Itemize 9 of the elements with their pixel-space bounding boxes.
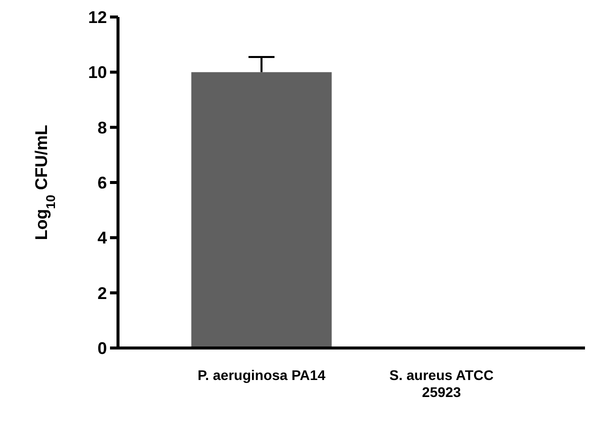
x-tick-label: S. aureus ATCC 25923 [389, 367, 494, 400]
y-tick-label: 8 [98, 118, 107, 138]
y-tick-label: 12 [88, 8, 107, 27]
y-tick-label: 2 [98, 284, 107, 303]
y-tick-label: 0 [98, 338, 107, 358]
y-tick-label: 4 [98, 228, 108, 248]
y-tick-label: 6 [98, 173, 107, 192]
x-tick-label: P. aeruginosa PA14 [198, 367, 326, 383]
y-tick-label: 10 [88, 63, 107, 82]
